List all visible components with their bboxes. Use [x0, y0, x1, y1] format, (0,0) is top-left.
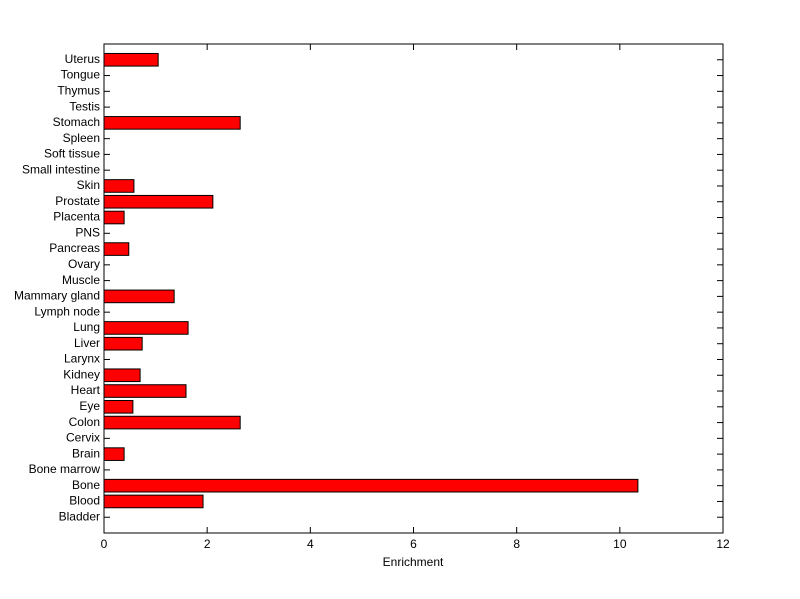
plot-frame	[103, 43, 724, 534]
y-tick-label: Tongue	[61, 68, 101, 82]
y-tick-label: Lymph node	[34, 304, 100, 318]
y-tick-label: Thymus	[57, 83, 100, 97]
y-tick-label: Bone	[72, 478, 100, 492]
y-tick-label: Soft tissue	[44, 147, 100, 161]
y-tick-label: Pancreas	[49, 241, 100, 255]
bar	[103, 242, 130, 256]
y-tick-label: Prostate	[55, 194, 100, 208]
bar	[103, 289, 175, 304]
x-axis-label: Enrichment	[383, 555, 444, 569]
y-tick-label: Lung	[73, 320, 100, 334]
y-tick-label: Kidney	[63, 367, 100, 381]
bar	[103, 447, 125, 461]
y-tick-label: Skin	[77, 178, 100, 192]
bar	[103, 336, 143, 351]
y-tick-label: Brain	[72, 446, 100, 460]
x-tick-label: 2	[204, 537, 211, 551]
y-tick-label: Cervix	[66, 431, 100, 445]
x-tick-label: 4	[307, 537, 314, 551]
x-tick-label: 6	[410, 537, 417, 551]
bar	[103, 368, 141, 383]
bar	[103, 415, 241, 430]
bar	[103, 321, 189, 335]
y-tick-label: Liver	[74, 336, 100, 350]
y-tick-label: Heart	[71, 383, 101, 397]
bar	[103, 179, 135, 193]
y-tick-label: Stomach	[53, 115, 100, 129]
y-tick-label: Mammary gland	[14, 289, 100, 303]
bar	[103, 478, 639, 493]
bar	[103, 399, 134, 414]
bar	[103, 116, 241, 130]
bar	[103, 384, 187, 398]
y-tick-label: Bone marrow	[29, 462, 101, 476]
y-tick-label: Spleen	[63, 131, 100, 145]
y-tick-label: Eye	[79, 399, 100, 413]
y-tick-label: Ovary	[68, 257, 100, 271]
bar	[103, 194, 214, 209]
y-tick-label: Uterus	[65, 52, 100, 66]
x-tick-label: 8	[513, 537, 520, 551]
x-tick-label: 10	[613, 537, 627, 551]
y-tick-label: PNS	[75, 225, 100, 239]
y-tick-label: Muscle	[62, 273, 100, 287]
bar	[103, 494, 204, 509]
y-tick-label: Bladder	[59, 509, 100, 523]
y-tick-label: Small intestine	[22, 162, 100, 176]
bar	[103, 210, 125, 225]
y-tick-label: Blood	[69, 494, 100, 508]
y-tick-label: Placenta	[53, 210, 100, 224]
y-tick-label: Colon	[69, 415, 100, 429]
y-tick-label: Larynx	[64, 352, 100, 366]
x-tick-label: 12	[716, 537, 730, 551]
bar	[103, 52, 159, 67]
x-tick-label: 0	[101, 537, 108, 551]
y-tick-label: Testis	[69, 99, 100, 113]
